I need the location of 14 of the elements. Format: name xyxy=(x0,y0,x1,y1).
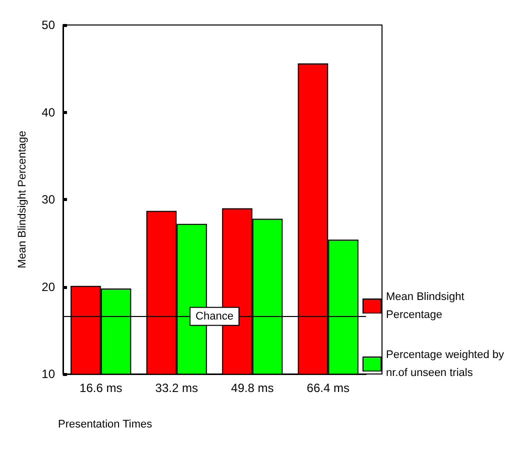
x-tick-label: 16.6 ms xyxy=(80,381,122,395)
x-tick-label: 49.8 ms xyxy=(231,381,274,395)
y-tick-label: 20 xyxy=(42,280,56,294)
y-axis-title: Mean Blindsight Percentage xyxy=(16,130,28,268)
y-tick-label: 30 xyxy=(42,192,56,206)
y-tick-label: 40 xyxy=(42,105,56,120)
legend-label: Percentage weighted by nr.of unseen trials xyxy=(386,349,508,379)
y-tick-label: 50 xyxy=(42,18,56,32)
x-tick-label: 66.4 ms xyxy=(306,381,350,395)
ref-line-label: Chance xyxy=(196,310,234,322)
y-tick-label: 10 xyxy=(42,367,56,381)
x-axis-title: Presentation Times xyxy=(58,418,153,430)
x-tick-label: 33.2 ms xyxy=(155,381,198,395)
legend-label: Mean Blindsight Percentage xyxy=(386,291,468,321)
